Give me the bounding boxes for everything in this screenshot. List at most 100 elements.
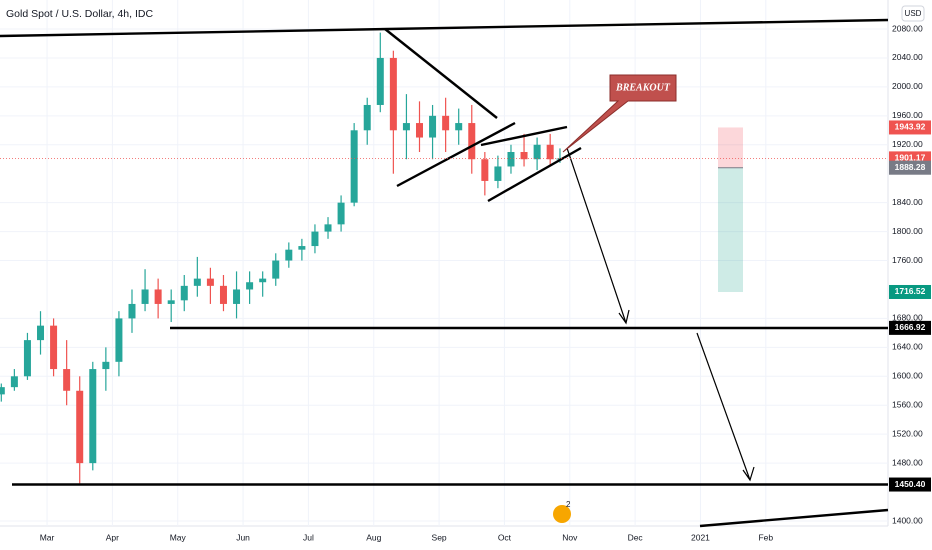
candle-body	[167, 300, 175, 304]
candle-body	[219, 285, 227, 304]
x-tick-label: Nov	[562, 532, 578, 542]
candle-body	[50, 325, 58, 370]
candle-body	[311, 231, 319, 247]
candle-body	[63, 369, 71, 391]
candle-body	[494, 166, 502, 181]
price-label: 1716.52	[895, 286, 926, 296]
candle-body	[389, 57, 397, 131]
x-tick-label: Jun	[236, 532, 250, 542]
y-tick-label: 1600.00	[892, 371, 923, 381]
candle-body	[102, 361, 110, 370]
price-label: 1666.92	[895, 322, 926, 332]
x-tick-label: Apr	[106, 532, 119, 542]
candle-body	[455, 123, 463, 131]
event-badge[interactable]	[553, 505, 571, 523]
candle-body	[442, 115, 450, 131]
candle-body	[285, 249, 293, 261]
trend-line	[480, 125, 568, 147]
candle-body	[546, 144, 554, 160]
candle-body	[128, 303, 136, 319]
candle-body	[233, 289, 241, 304]
y-tick-label: 1840.00	[892, 197, 923, 207]
currency-button[interactable]	[901, 5, 925, 22]
candle-body	[402, 123, 410, 131]
y-tick-label: 1960.00	[892, 110, 923, 120]
grid	[0, 0, 888, 526]
candle-body	[533, 144, 541, 160]
x-tick-label: Feb	[758, 532, 773, 542]
trend-line	[699, 508, 889, 528]
candle-body	[350, 130, 358, 203]
y-tick-label: 1760.00	[892, 255, 923, 265]
candle-body	[272, 260, 280, 279]
candle-body	[520, 152, 528, 160]
candle-body	[415, 123, 423, 138]
price-label: 1943.92	[895, 122, 926, 132]
trend-line	[384, 28, 498, 119]
price-label: 1888.28	[895, 162, 926, 172]
callout	[562, 74, 677, 153]
candle-body	[76, 390, 84, 464]
x-tick-label: May	[170, 532, 187, 542]
candle-body	[89, 369, 97, 464]
candle-body	[154, 289, 162, 304]
target-zone	[718, 167, 743, 292]
candle-body	[429, 115, 437, 138]
y-tick-label: 1680.00	[892, 313, 923, 323]
price-label: 1450.40	[895, 479, 926, 489]
y-tick-label: 2040.00	[892, 52, 923, 62]
candle-body	[0, 387, 5, 395]
trend-line	[396, 121, 516, 188]
candle-body	[23, 340, 31, 377]
candle-body	[10, 376, 18, 388]
candle-body	[193, 278, 201, 286]
candle-body	[246, 282, 254, 290]
price-axis	[888, 0, 932, 550]
candle-body	[259, 278, 267, 283]
x-tick-label: Jul	[303, 532, 314, 542]
y-tick-label: 1480.00	[892, 457, 923, 467]
badge-count[interactable]: 2	[566, 500, 571, 509]
candle-body	[376, 57, 384, 105]
candle-body	[180, 285, 188, 301]
y-tick-label: 1800.00	[892, 226, 923, 236]
candle-body	[363, 104, 371, 131]
arrow	[696, 332, 755, 482]
candle-body	[324, 224, 332, 232]
candle-body	[337, 202, 345, 225]
candle-body	[468, 123, 476, 160]
candle-body	[115, 318, 123, 362]
y-tick-label: 1400.00	[892, 515, 923, 525]
y-tick-label: 1640.00	[892, 342, 923, 352]
y-tick-label: 1920.00	[892, 139, 923, 149]
stop-zone	[718, 127, 743, 168]
x-tick-label: Oct	[498, 532, 512, 542]
y-tick-label: 1560.00	[892, 399, 923, 409]
candle-body	[481, 159, 489, 181]
candle-body	[37, 325, 45, 341]
price-label: 1901.17	[895, 153, 926, 163]
x-tick-label: Aug	[366, 532, 381, 542]
price-label-bg	[889, 320, 931, 335]
x-tick-label: Dec	[628, 532, 644, 542]
candle-body	[298, 246, 306, 250]
callout-text: BREAKOUT	[615, 82, 671, 93]
price-label-bg	[889, 477, 931, 492]
x-tick-label: Mar	[40, 532, 55, 542]
chart-title: Gold Spot / U.S. Dollar, 4h, IDC	[6, 8, 153, 20]
currency-text[interactable]: USD	[905, 9, 922, 18]
price-label-bg	[889, 284, 931, 299]
x-tick-label: Sep	[432, 532, 447, 542]
y-tick-label: 2000.00	[892, 81, 923, 91]
trend-line	[0, 18, 889, 38]
price-label-bg	[889, 160, 931, 175]
x-tick-label: 2021	[691, 532, 710, 542]
y-tick-label: 2080.00	[892, 23, 923, 33]
y-tick-label: 1520.00	[892, 428, 923, 438]
drawings: BREAKOUT	[0, 18, 889, 528]
candle-body	[206, 278, 214, 286]
trend-line	[487, 146, 582, 203]
candle-body	[141, 289, 149, 304]
arrow	[566, 147, 630, 325]
